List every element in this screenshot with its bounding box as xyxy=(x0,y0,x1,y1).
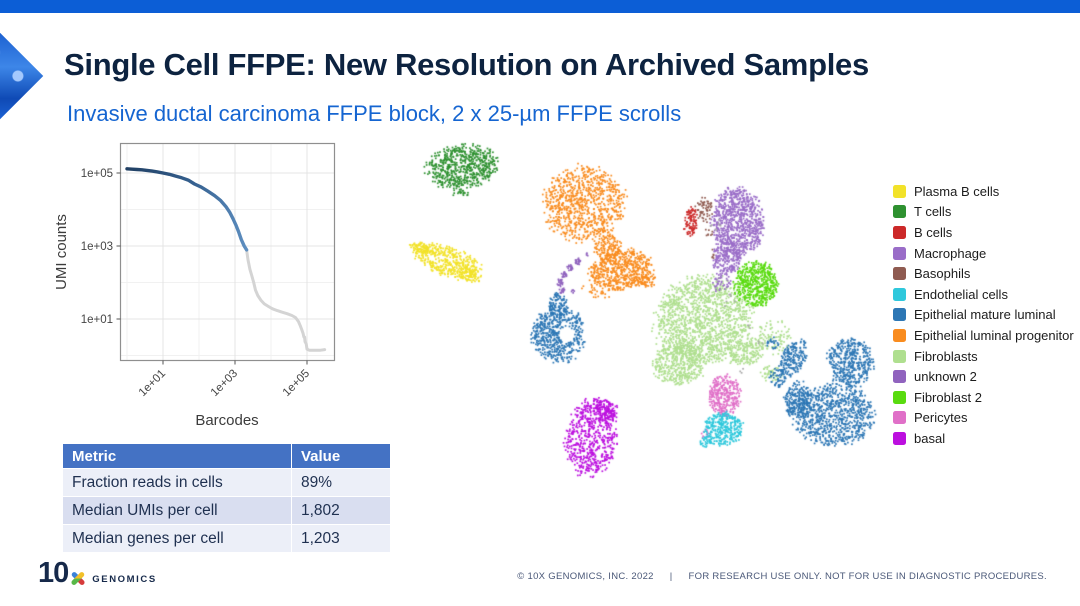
metrics-table: Metric Value Fraction reads in cells 89% Me… xyxy=(62,443,391,553)
table-cell: Median genes per cell xyxy=(62,524,292,553)
page-subtitle: Invasive ductal carcinoma FFPE block, 2 … xyxy=(67,101,682,126)
svg-text:1e+01: 1e+01 xyxy=(81,314,113,326)
table-header-value: Value xyxy=(291,443,391,469)
legend-item: basal xyxy=(893,428,1074,449)
table-cell: Median UMIs per cell xyxy=(62,496,292,525)
legend-item: Epithelial mature luminal xyxy=(893,305,1074,326)
legend-item: unknown 2 xyxy=(893,366,1074,387)
table-row: Fraction reads in cells 89% xyxy=(62,468,391,497)
legend-label: Epithelial luminal progenitor xyxy=(914,327,1074,343)
legend-label: Fibroblasts xyxy=(914,348,978,364)
legend-item: Plasma B cells xyxy=(893,181,1074,202)
legend-swatch xyxy=(893,328,906,342)
table-cell: 1,203 xyxy=(291,524,391,553)
legend-item: Fibroblast 2 xyxy=(893,387,1074,408)
metrics-table-body: Fraction reads in cells 89% Median UMIs pe… xyxy=(62,468,391,553)
svg-text:1e+05: 1e+05 xyxy=(281,368,312,399)
page-title: Single Cell FFPE: New Resolution on Arch… xyxy=(64,47,869,82)
logo-number: 10 xyxy=(38,557,69,589)
table-row: Median UMIs per cell 1,802 xyxy=(62,496,391,525)
logo-x-icon xyxy=(69,570,86,587)
metrics-table-header: Metric Value xyxy=(62,443,391,469)
legend-item: T cells xyxy=(893,202,1074,223)
legend-swatch xyxy=(893,308,906,322)
table-cell: 89% xyxy=(291,468,391,497)
svg-text:Barcodes: Barcodes xyxy=(195,412,258,429)
legend-label: T cells xyxy=(914,204,952,220)
legend-label: unknown 2 xyxy=(914,369,977,385)
legend-swatch xyxy=(893,246,906,260)
footer-divider: | xyxy=(669,571,673,582)
legend-label: Endothelial cells xyxy=(914,286,1008,302)
umap-scatter-plot xyxy=(392,133,892,503)
legend-item: Endothelial cells xyxy=(893,284,1074,305)
legend-label: Basophils xyxy=(914,266,971,282)
top-accent-bar xyxy=(0,0,1080,13)
barcode-rank-plot: 1e+05 1e+03 1e+01 1e+01 1e+03 1e+05 Barcodes UM… xyxy=(53,142,336,429)
legend-item: Pericytes xyxy=(893,408,1074,429)
legend-label: Macrophage xyxy=(914,245,987,261)
footer-legal: © 10X GENOMICS, INC. 2022 | FOR RESEARCH… xyxy=(517,571,1047,582)
legend-label: Pericytes xyxy=(914,410,968,426)
footer-copyright: © 10X GENOMICS, INC. 2022 xyxy=(517,571,654,582)
legend-swatch xyxy=(893,349,906,363)
table-header-metric: Metric xyxy=(62,443,292,469)
footer-notice: FOR RESEARCH USE ONLY. NOT FOR USE IN DI… xyxy=(688,571,1047,582)
legend-item: Basophils xyxy=(893,263,1074,284)
legend-label: Fibroblast 2 xyxy=(914,389,982,405)
legend-swatch xyxy=(893,287,906,301)
legend-swatch xyxy=(893,267,906,281)
legend-swatch xyxy=(893,370,906,384)
legend-label: B cells xyxy=(914,224,953,240)
table-row: Median genes per cell 1,203 xyxy=(62,524,391,553)
legend-item: Epithelial luminal progenitor xyxy=(893,325,1074,346)
logo-word: GENOMICS xyxy=(92,574,157,585)
legend-item: Macrophage xyxy=(893,243,1074,264)
legend-swatch xyxy=(893,184,906,198)
svg-text:1e+03: 1e+03 xyxy=(81,241,113,253)
legend-swatch xyxy=(893,411,906,425)
svg-text:1e+03: 1e+03 xyxy=(209,368,240,399)
table-cell: Fraction reads in cells xyxy=(62,468,292,497)
legend-item: Fibroblasts xyxy=(893,346,1074,367)
svg-text:UMI counts: UMI counts xyxy=(53,214,70,290)
legend-swatch xyxy=(893,431,906,445)
legend-swatch xyxy=(893,390,906,404)
legend-label: Epithelial mature luminal xyxy=(914,307,1056,323)
brand-logo: 10 GENOMICS xyxy=(38,559,157,588)
svg-text:1e+01: 1e+01 xyxy=(137,368,168,399)
legend-label: Plasma B cells xyxy=(914,183,1000,199)
table-cell: 1,802 xyxy=(291,496,391,525)
legend-label: basal xyxy=(914,430,946,446)
decorative-diamond-image xyxy=(0,30,44,122)
legend-item: B cells xyxy=(893,222,1074,243)
svg-text:1e+05: 1e+05 xyxy=(81,168,113,180)
cluster-legend: Plasma B cells T cells B cells Macrophage Ba… xyxy=(893,181,1074,449)
legend-swatch xyxy=(893,225,906,239)
legend-swatch xyxy=(893,205,906,219)
